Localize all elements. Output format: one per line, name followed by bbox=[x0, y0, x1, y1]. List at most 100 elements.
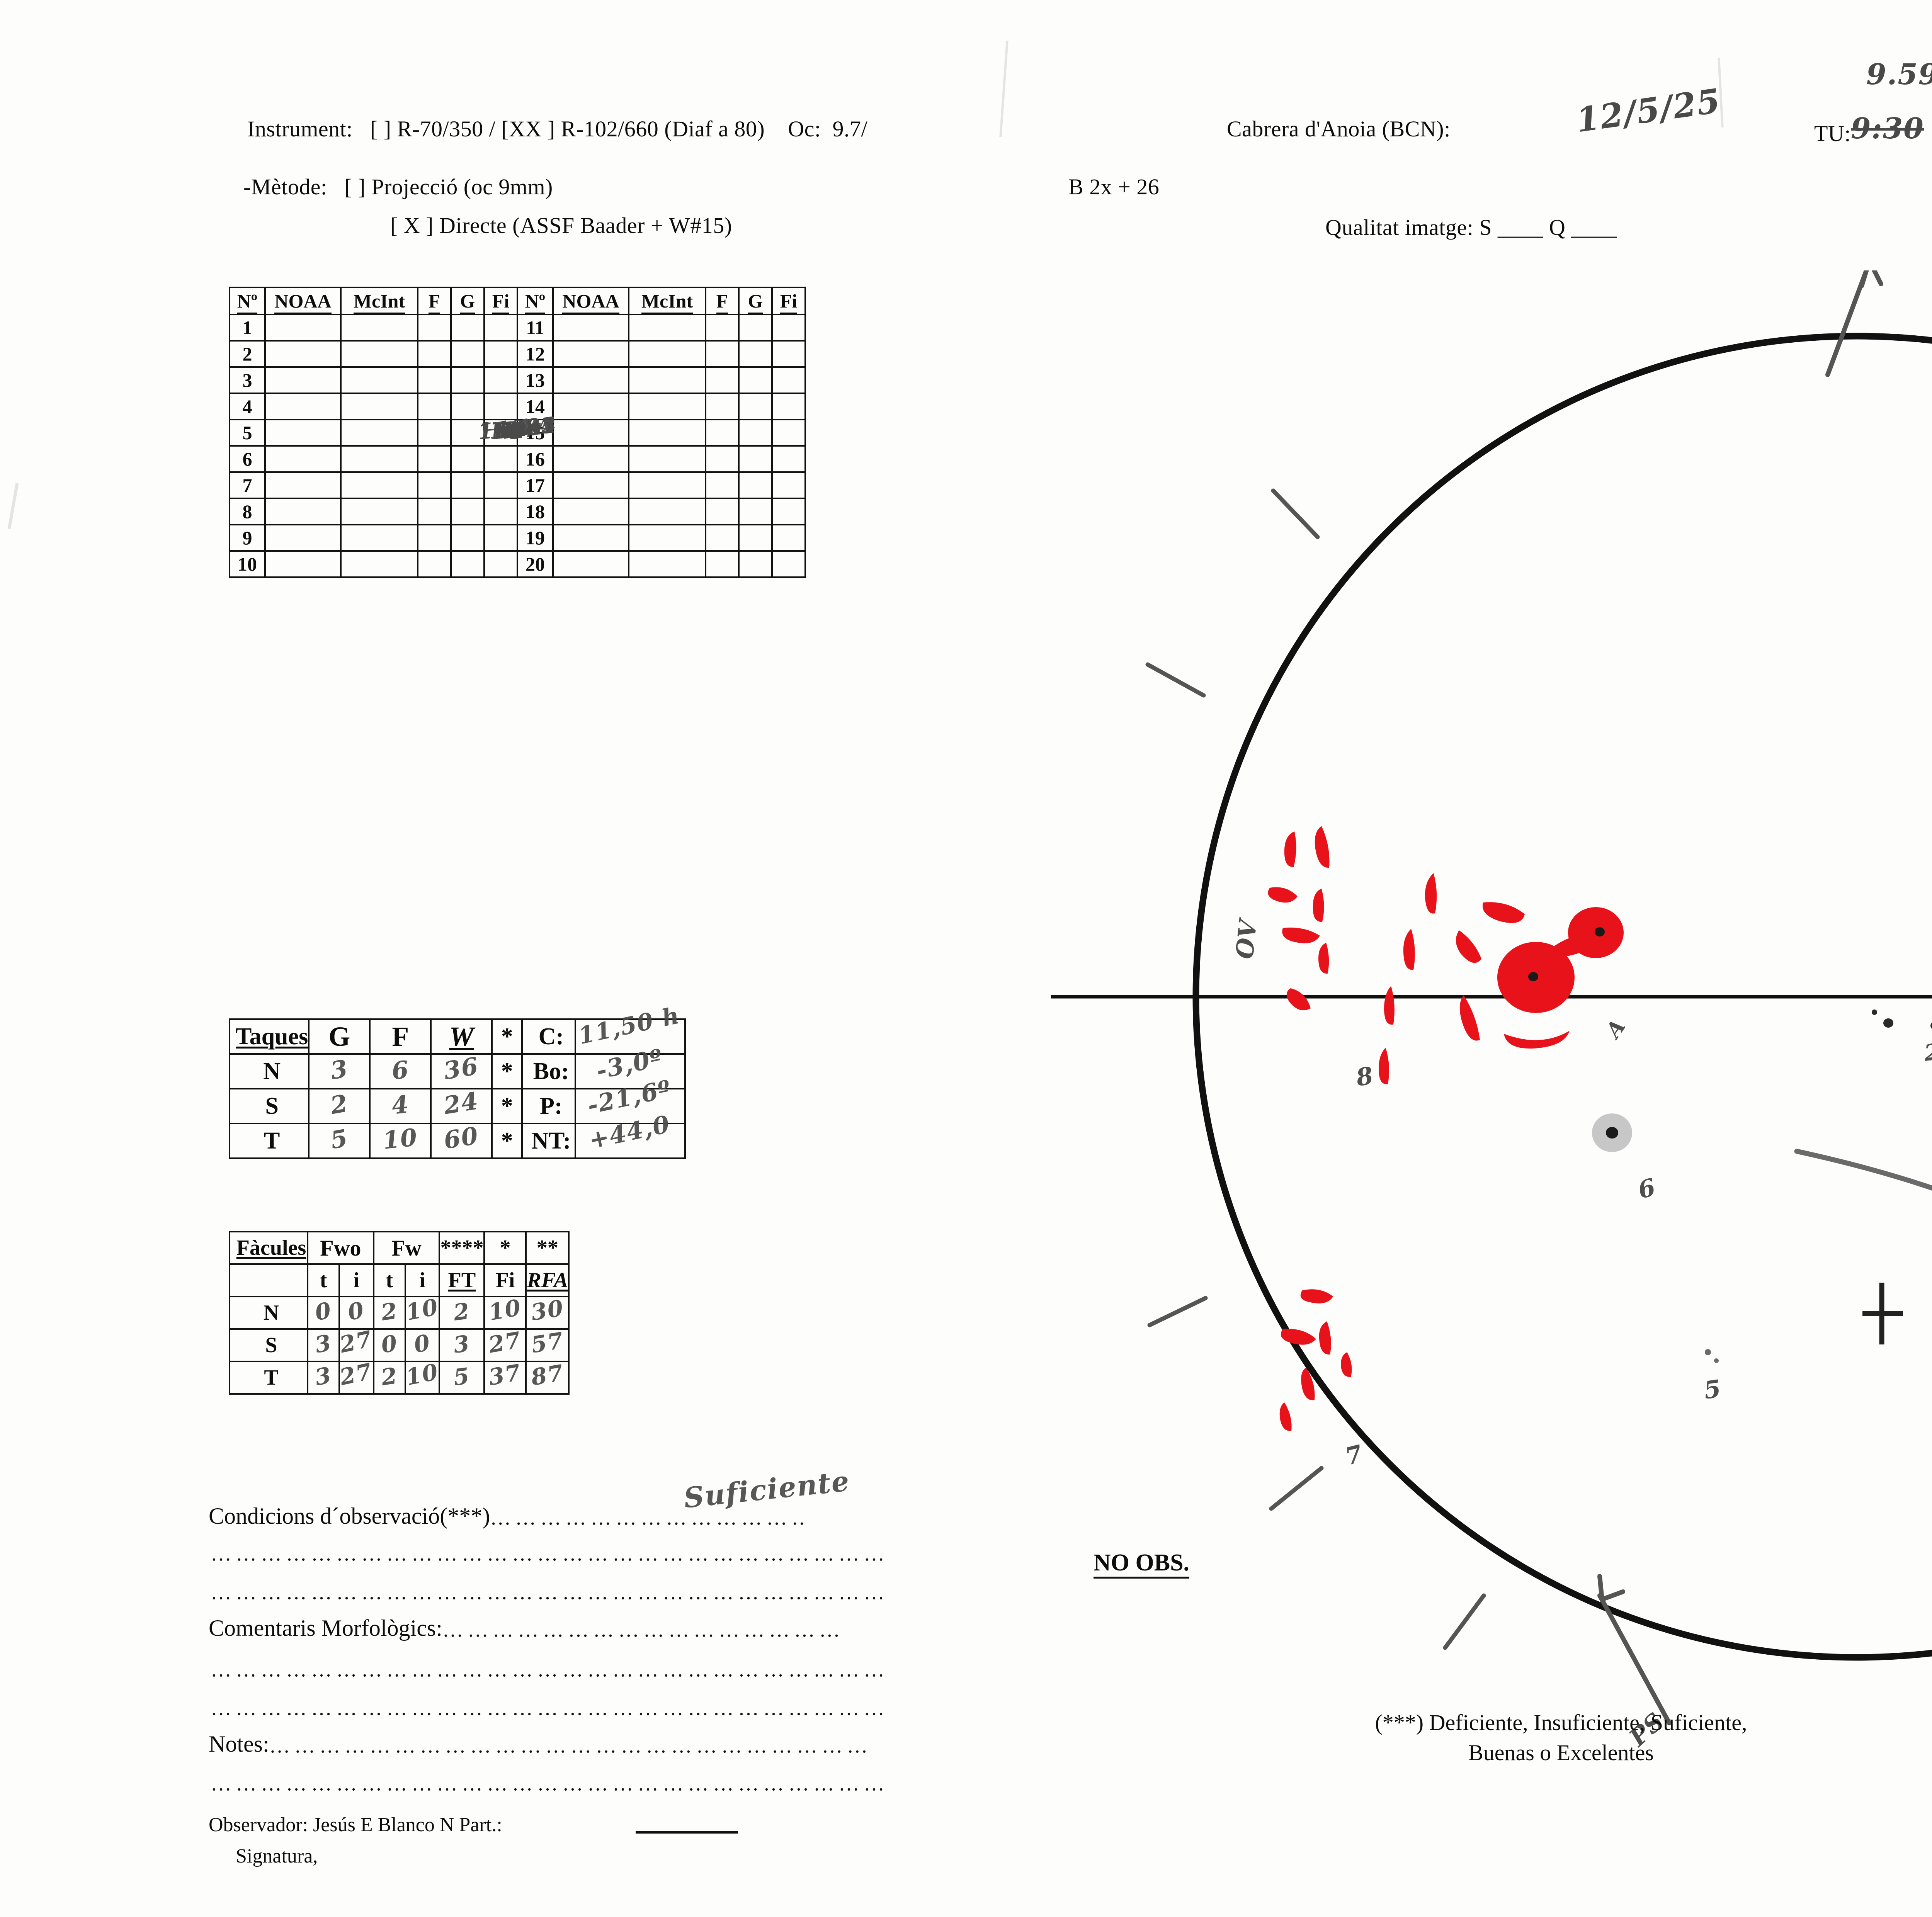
taques-cell-star[interactable]: * bbox=[491, 1088, 523, 1124]
cell-fi-2[interactable] bbox=[771, 471, 806, 499]
cell-g-2[interactable] bbox=[738, 524, 773, 552]
table-row[interactable]: 7- - e 6 17 bbox=[229, 417, 806, 499]
cell-fi-2[interactable] bbox=[771, 445, 806, 473]
taques-row-label[interactable]: T bbox=[228, 1123, 310, 1159]
cell-noaa[interactable] bbox=[264, 471, 342, 499]
cell-no[interactable]: 1 bbox=[229, 314, 266, 342]
cell-mcint-2[interactable] bbox=[628, 419, 706, 447]
cell-no-2[interactable]: 17 bbox=[517, 471, 554, 499]
cell-g-2[interactable] bbox=[738, 550, 773, 578]
cell-noaa-2[interactable] bbox=[552, 550, 629, 578]
cell-g-2[interactable] bbox=[738, 366, 773, 394]
cell-no-2[interactable]: 13 bbox=[517, 366, 554, 394]
facules-cell-fi[interactable]: 10 bbox=[483, 1294, 527, 1330]
cell-f[interactable]: - bbox=[417, 418, 524, 499]
method-option-projection[interactable]: [ ] Projecció (oc 9mm) bbox=[344, 174, 553, 199]
table-row[interactable]: 1 14081 Bxo 2 6 7 11 bbox=[229, 314, 806, 445]
cell-f-2[interactable] bbox=[705, 419, 740, 447]
cell-f[interactable]: 1 bbox=[417, 366, 527, 444]
facules-cell-fw-t[interactable]: 2 bbox=[372, 1296, 406, 1330]
cell-mcint[interactable] bbox=[340, 524, 418, 552]
cell-mcint-2[interactable] bbox=[628, 314, 706, 342]
cell-mcint-2[interactable] bbox=[628, 366, 706, 394]
taques-cell-value[interactable]: +44,0 bbox=[575, 1110, 686, 1159]
facules-cell-fw-i[interactable]: 0 bbox=[404, 1328, 440, 1362]
cell-no-2[interactable]: 14 bbox=[517, 393, 554, 420]
taques-row-label[interactable]: N bbox=[228, 1053, 310, 1089]
cell-noaa[interactable]: 14081 bbox=[264, 314, 558, 445]
cell-fi[interactable]: 10 bbox=[483, 414, 535, 525]
cell-g[interactable]: - bbox=[450, 418, 524, 473]
cell-no-2[interactable]: 18 bbox=[517, 498, 554, 525]
cell-mcint[interactable]: - bbox=[340, 393, 524, 444]
cell-fi-2[interactable] bbox=[771, 419, 806, 447]
cell-f-2[interactable] bbox=[705, 314, 740, 342]
cell-f-2[interactable] bbox=[705, 366, 740, 394]
dotted-fill[interactable]: ……………………………………………………………………… bbox=[211, 1772, 889, 1795]
table-row[interactable]: 9 19 bbox=[229, 524, 806, 552]
cell-g-2[interactable] bbox=[738, 340, 773, 368]
facules-cell-fwo-i[interactable]: 27 bbox=[337, 1326, 375, 1362]
method-option-direct[interactable]: [ X ] Directe (ASSF Baader + W#15) bbox=[390, 213, 732, 238]
cell-fi-2[interactable] bbox=[771, 366, 806, 394]
cell-g[interactable] bbox=[450, 550, 485, 578]
cell-noaa[interactable]: Nou bbox=[264, 366, 544, 444]
cell-mcint[interactable]: Bxo bbox=[340, 340, 543, 444]
cell-noaa[interactable] bbox=[264, 524, 342, 552]
cell-f[interactable]: - bbox=[417, 393, 524, 444]
cell-no[interactable]: 6 bbox=[229, 445, 266, 473]
taques-cell-key[interactable]: NT: bbox=[521, 1123, 577, 1159]
cell-fi[interactable]: - bbox=[483, 418, 524, 447]
facules-cell-fw-t[interactable]: 2 bbox=[372, 1361, 406, 1395]
cell-f[interactable]: 3 bbox=[417, 340, 527, 444]
facules-cell-ft[interactable]: 2 bbox=[439, 1296, 485, 1330]
cell-noaa-2[interactable] bbox=[552, 471, 629, 499]
table-row[interactable]: 8- - C 10 18 bbox=[229, 414, 806, 525]
cell-noaa-2[interactable] bbox=[552, 419, 629, 447]
cell-noaa-2[interactable] bbox=[552, 314, 629, 342]
facules-row-label[interactable]: S bbox=[229, 1328, 308, 1362]
dotted-fill[interactable]: ………………………………………………… bbox=[442, 1618, 840, 1641]
observer-number-rule[interactable] bbox=[636, 1831, 738, 1834]
cell-g-2[interactable] bbox=[738, 314, 773, 342]
cell-no-2[interactable]: 11 bbox=[517, 314, 554, 342]
facules-cell-rfa[interactable]: 87 bbox=[525, 1360, 570, 1395]
taques-cell-g[interactable]: 2 bbox=[308, 1088, 371, 1124]
facules-cell-ft[interactable]: 3 bbox=[439, 1328, 485, 1362]
cell-fi-2[interactable] bbox=[771, 550, 806, 578]
cell-no[interactable]: 5 bbox=[229, 419, 266, 447]
cell-no[interactable]: 4 bbox=[229, 393, 266, 420]
cell-mcint[interactable]: Bxo bbox=[340, 314, 543, 444]
cell-no[interactable]: 2 bbox=[229, 340, 266, 368]
cell-mcint-2[interactable] bbox=[628, 471, 706, 499]
cell-f-2[interactable] bbox=[705, 340, 740, 368]
cell-no-2[interactable]: 20 bbox=[517, 550, 554, 578]
cell-fi-2[interactable] bbox=[771, 393, 806, 420]
facules-cell-fw-t[interactable]: 0 bbox=[372, 1328, 406, 1362]
taques-cell-f[interactable]: 4 bbox=[369, 1088, 432, 1124]
cell-no[interactable]: 3 bbox=[229, 366, 266, 394]
cell-fi[interactable]: - bbox=[483, 418, 524, 473]
cell-fi[interactable]: 7 bbox=[483, 314, 527, 444]
table-row[interactable]: 3 Nou Hsx 1 6 3 13 bbox=[229, 366, 806, 444]
taques-row[interactable]: N 3 6 36 * Bo: -3,0º bbox=[228, 1043, 686, 1089]
cell-f-2[interactable] bbox=[705, 524, 740, 552]
instrument-option-2[interactable]: [XX ] R-102/660 (Diaf a 80) bbox=[501, 116, 765, 141]
cell-no[interactable]: 10 bbox=[229, 550, 266, 578]
facules-cell-fwo-t[interactable]: 0 bbox=[307, 1296, 340, 1330]
cell-g[interactable]: - bbox=[450, 418, 524, 447]
cell-f[interactable]: 3 bbox=[417, 417, 527, 447]
cell-mcint-2[interactable] bbox=[628, 550, 706, 578]
cell-mcint[interactable]: - bbox=[340, 418, 524, 525]
cell-noaa[interactable] bbox=[264, 393, 342, 420]
facules-row-label[interactable]: T bbox=[229, 1361, 308, 1395]
taques-cell-key[interactable]: Bo: bbox=[521, 1053, 577, 1089]
table-row[interactable]: 2 14085 Bxo 3- -12 bbox=[229, 340, 806, 445]
facules-cell-fi[interactable]: 37 bbox=[483, 1359, 527, 1395]
taques-cell-w[interactable]: 24 bbox=[430, 1086, 493, 1124]
table-row[interactable]: 6 14082 Hsx 1- -16 bbox=[229, 412, 806, 473]
cell-fi-2[interactable] bbox=[771, 314, 806, 342]
cell-g[interactable]: e bbox=[450, 417, 526, 499]
facules-cell-rfa[interactable]: 57 bbox=[525, 1327, 570, 1362]
cell-noaa[interactable]: 14084 bbox=[264, 412, 558, 447]
